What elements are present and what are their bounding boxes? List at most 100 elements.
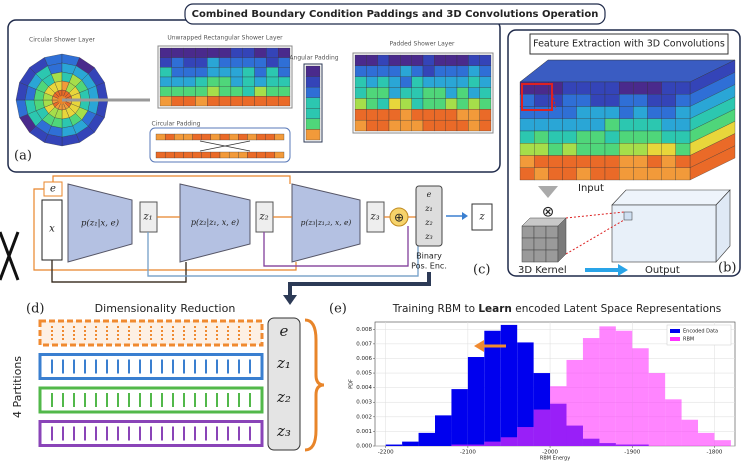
concat-symbol: ⊕: [394, 211, 404, 225]
y-tick-label: 0.008: [356, 327, 372, 333]
cell: [193, 134, 202, 140]
cell: [662, 143, 676, 155]
cell: [275, 152, 284, 158]
cell: [306, 129, 320, 140]
kernel-cell: [534, 238, 546, 250]
hist-bar: [616, 331, 632, 446]
input-e: e: [50, 184, 56, 195]
cell: [389, 55, 400, 66]
cell: [355, 120, 366, 131]
cell: [548, 107, 562, 119]
cell: [423, 98, 434, 109]
cell: [648, 156, 662, 168]
cell: [423, 109, 434, 120]
cell: [207, 48, 219, 58]
cell: [231, 58, 243, 68]
title-part: encoded Latent Space Representations: [512, 303, 721, 315]
cell: [156, 134, 165, 140]
panel-d-title: Dimensionality Reduction: [95, 302, 236, 315]
cell: [534, 94, 548, 106]
cell: [457, 88, 468, 99]
cell: [184, 48, 196, 58]
y-tick-label: 0.002: [356, 414, 372, 420]
cell: [355, 98, 366, 109]
latent-label: z₂: [258, 212, 268, 223]
cell: [211, 134, 220, 140]
cell: [278, 67, 290, 77]
output-label: Output: [645, 265, 680, 276]
cell: [633, 82, 647, 94]
cell: [648, 94, 662, 106]
cell: [195, 96, 207, 106]
cell: [220, 152, 229, 158]
legend-label: RBM: [683, 337, 694, 343]
hist-bar: [501, 437, 517, 446]
cell: [619, 131, 633, 143]
kernel-cell: [546, 250, 558, 262]
cell: [278, 77, 290, 87]
cell: [219, 96, 231, 106]
panel-label: (e): [329, 302, 347, 317]
cell: [434, 55, 445, 66]
kernel-cell: [534, 250, 546, 262]
encoding-label: Binary: [416, 252, 442, 261]
cell: [423, 55, 434, 66]
cell: [605, 143, 619, 155]
cell: [457, 77, 468, 88]
kernel-cell: [522, 238, 534, 250]
cell: [160, 77, 172, 87]
cell: [648, 107, 662, 119]
cell: [165, 134, 174, 140]
cell: [184, 67, 196, 77]
y-tick-label: 0.005: [356, 371, 372, 377]
cell: [577, 94, 591, 106]
circular-padding-label: Circular Padding: [152, 121, 201, 128]
cell: [577, 131, 591, 143]
cell: [160, 48, 172, 58]
cell: [548, 143, 562, 155]
cell: [633, 119, 647, 131]
latent-label: z₃: [369, 212, 379, 223]
cell: [619, 156, 633, 168]
hist-bar: [550, 386, 566, 446]
cell: [534, 131, 548, 143]
cell: [366, 109, 377, 120]
cell: [423, 88, 434, 99]
y-axis-label: PDF: [349, 379, 355, 389]
cell: [534, 119, 548, 131]
hist-bar: [468, 445, 484, 446]
title-part: Learn: [478, 303, 512, 315]
y-tick-label: 0.007: [356, 341, 372, 347]
x-tick-label: -1900: [624, 450, 640, 456]
cell: [577, 119, 591, 131]
partition-bar: [40, 321, 262, 345]
cell: [400, 66, 411, 77]
connection: [52, 260, 186, 282]
cell: [577, 107, 591, 119]
panel-label: (a): [14, 149, 32, 164]
cell: [257, 134, 266, 140]
encoded-entry: z₁: [424, 204, 432, 213]
cell: [591, 156, 605, 168]
cell: [378, 77, 389, 88]
cell: [480, 98, 491, 109]
panel-label: (c): [473, 263, 490, 278]
cell: [457, 120, 468, 131]
cell: [160, 58, 172, 68]
cell: [207, 67, 219, 77]
cell: [446, 120, 457, 131]
cell: [577, 143, 591, 155]
cell: [275, 134, 284, 140]
cell: [457, 98, 468, 109]
cell: [676, 107, 690, 119]
panel-label: (d): [26, 302, 44, 317]
cell: [306, 108, 320, 119]
kernel-label: 3D Kernel: [518, 265, 567, 276]
cell: [457, 109, 468, 120]
cell: [183, 134, 192, 140]
cell: [160, 67, 172, 77]
cell: [563, 82, 577, 94]
cell: [400, 98, 411, 109]
cell: [243, 58, 255, 68]
cell: [605, 168, 619, 180]
